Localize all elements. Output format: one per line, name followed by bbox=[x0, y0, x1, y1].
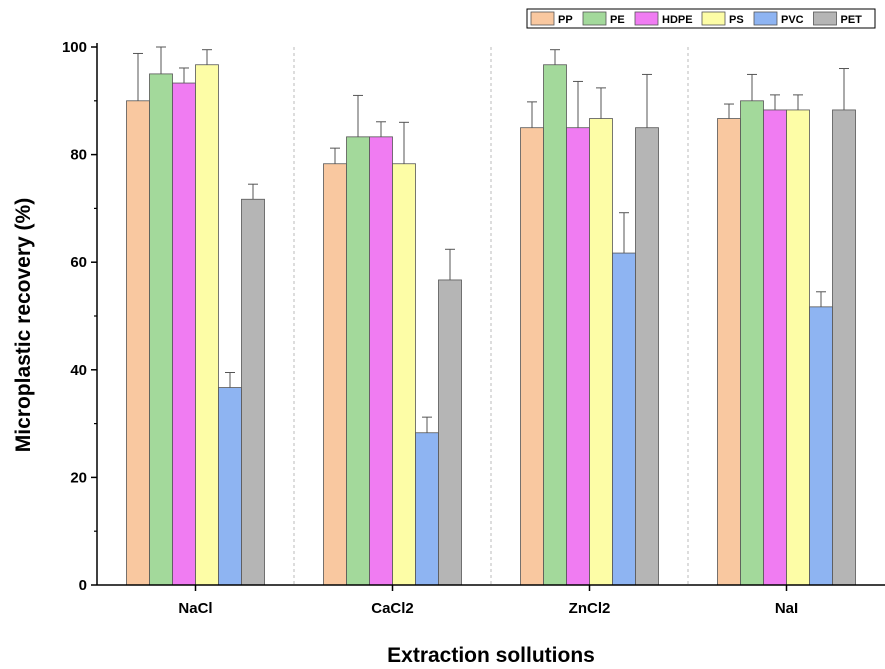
legend-label-pp: PP bbox=[558, 14, 573, 26]
legend-swatch-ps bbox=[701, 11, 726, 26]
legend: PP PE HDPE PS PVC PET bbox=[526, 8, 876, 29]
bar-hdpe-nai bbox=[763, 109, 787, 586]
bar-pe-zncl2 bbox=[543, 64, 567, 586]
bar-pvc-nacl bbox=[218, 387, 242, 586]
y-ticks: 0 20 40 60 80 100 bbox=[62, 39, 97, 594]
legend-swatch-pvc bbox=[753, 11, 778, 26]
bar-ps-nai bbox=[786, 109, 810, 586]
bar-pp-cacl2 bbox=[323, 163, 347, 586]
bar-pp-nacl bbox=[126, 100, 150, 586]
bars bbox=[126, 64, 856, 586]
bar-pp-nai bbox=[717, 118, 741, 586]
bar-ps-zncl2 bbox=[589, 118, 613, 586]
legend-swatch-hdpe bbox=[634, 11, 659, 26]
bar-pet-nacl bbox=[241, 198, 265, 586]
bar-pet-zncl2 bbox=[635, 127, 659, 586]
bar-ps-cacl2 bbox=[392, 163, 416, 586]
bar-pe-nacl bbox=[149, 73, 173, 586]
y-tick-label: 0 bbox=[79, 577, 87, 594]
bar-pe-cacl2 bbox=[346, 136, 370, 586]
bar-pe-nai bbox=[740, 100, 764, 586]
error-bars bbox=[133, 46, 849, 433]
y-tick-label: 40 bbox=[70, 362, 87, 379]
bar-pvc-nai bbox=[809, 306, 833, 586]
bar-hdpe-cacl2 bbox=[369, 136, 393, 586]
legend-swatch-pp bbox=[530, 11, 555, 26]
x-ticks: NaCl CaCl2 ZnCl2 NaI bbox=[178, 585, 798, 617]
bar-pvc-cacl2 bbox=[415, 432, 439, 586]
y-axis-title: Microplastic recovery (%) bbox=[12, 198, 35, 452]
x-tick-label: CaCl2 bbox=[371, 600, 414, 617]
legend-label-ps: PS bbox=[729, 14, 744, 26]
legend-label-pet: PET bbox=[841, 14, 863, 26]
legend-label-hdpe: HDPE bbox=[662, 14, 693, 26]
axes bbox=[96, 43, 885, 586]
y-tick-label: 100 bbox=[62, 39, 87, 56]
x-tick-label: NaCl bbox=[178, 600, 212, 617]
bar-pvc-zncl2 bbox=[612, 252, 636, 586]
x-tick-label: ZnCl2 bbox=[569, 600, 611, 617]
y-tick-label: 80 bbox=[70, 147, 87, 164]
y-tick-label: 20 bbox=[70, 469, 87, 486]
x-tick-label: NaI bbox=[775, 600, 798, 617]
bar-pp-zncl2 bbox=[520, 127, 544, 586]
bar-hdpe-zncl2 bbox=[566, 127, 590, 586]
bar-hdpe-nacl bbox=[172, 82, 196, 586]
bar-ps-nacl bbox=[195, 64, 219, 586]
legend-swatch-pe bbox=[582, 11, 607, 26]
x-axis-title: Extraction sollutions bbox=[387, 644, 595, 667]
bar-pet-cacl2 bbox=[438, 279, 462, 586]
legend-label-pvc: PVC bbox=[781, 14, 804, 26]
y-tick-label: 60 bbox=[70, 254, 87, 271]
bar-pet-nai bbox=[832, 109, 856, 586]
legend-swatch-pet bbox=[813, 11, 837, 26]
legend-frame bbox=[526, 8, 876, 29]
legend-label-pe: PE bbox=[610, 14, 625, 26]
